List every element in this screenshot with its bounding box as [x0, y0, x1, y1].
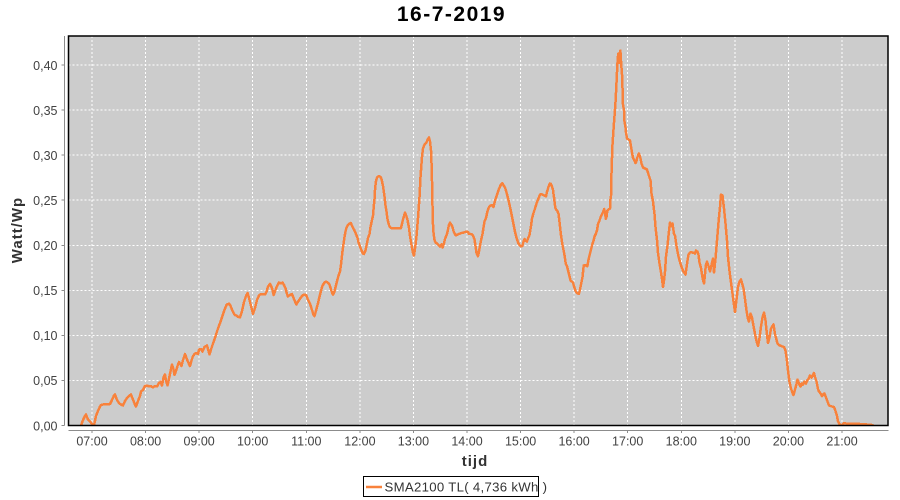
svg-text:08:00: 08:00 [130, 435, 161, 449]
svg-text:19:00: 19:00 [719, 435, 750, 449]
svg-text:09:00: 09:00 [183, 435, 214, 449]
svg-text:13:00: 13:00 [398, 435, 429, 449]
svg-text:14:00: 14:00 [451, 435, 482, 449]
svg-text:0,10: 0,10 [33, 329, 57, 343]
svg-text:20:00: 20:00 [773, 435, 804, 449]
svg-text:18:00: 18:00 [666, 435, 697, 449]
svg-text:16:00: 16:00 [558, 435, 589, 449]
svg-text:SMA2100 TL( 4,736 kWh ): SMA2100 TL( 4,736 kWh ) [385, 480, 548, 495]
svg-text:0,05: 0,05 [33, 374, 57, 388]
svg-text:0,25: 0,25 [33, 194, 57, 208]
svg-text:0,35: 0,35 [33, 104, 57, 118]
svg-text:0,20: 0,20 [33, 239, 57, 253]
svg-text:15:00: 15:00 [505, 435, 536, 449]
svg-text:0,40: 0,40 [33, 59, 57, 73]
svg-text:11:00: 11:00 [291, 435, 321, 449]
svg-text:tijd: tijd [462, 453, 489, 470]
svg-text:Watt/Wp: Watt/Wp [9, 197, 26, 263]
svg-text:0,30: 0,30 [33, 149, 57, 163]
svg-text:21:00: 21:00 [826, 435, 857, 449]
svg-text:07:00: 07:00 [76, 435, 107, 449]
svg-text:17:00: 17:00 [612, 435, 643, 449]
svg-text:0,15: 0,15 [33, 284, 57, 298]
svg-text:10:00: 10:00 [237, 435, 268, 449]
svg-text:0,00: 0,00 [33, 419, 57, 433]
svg-text:12:00: 12:00 [344, 435, 375, 449]
svg-text:16-7-2019: 16-7-2019 [397, 3, 506, 26]
